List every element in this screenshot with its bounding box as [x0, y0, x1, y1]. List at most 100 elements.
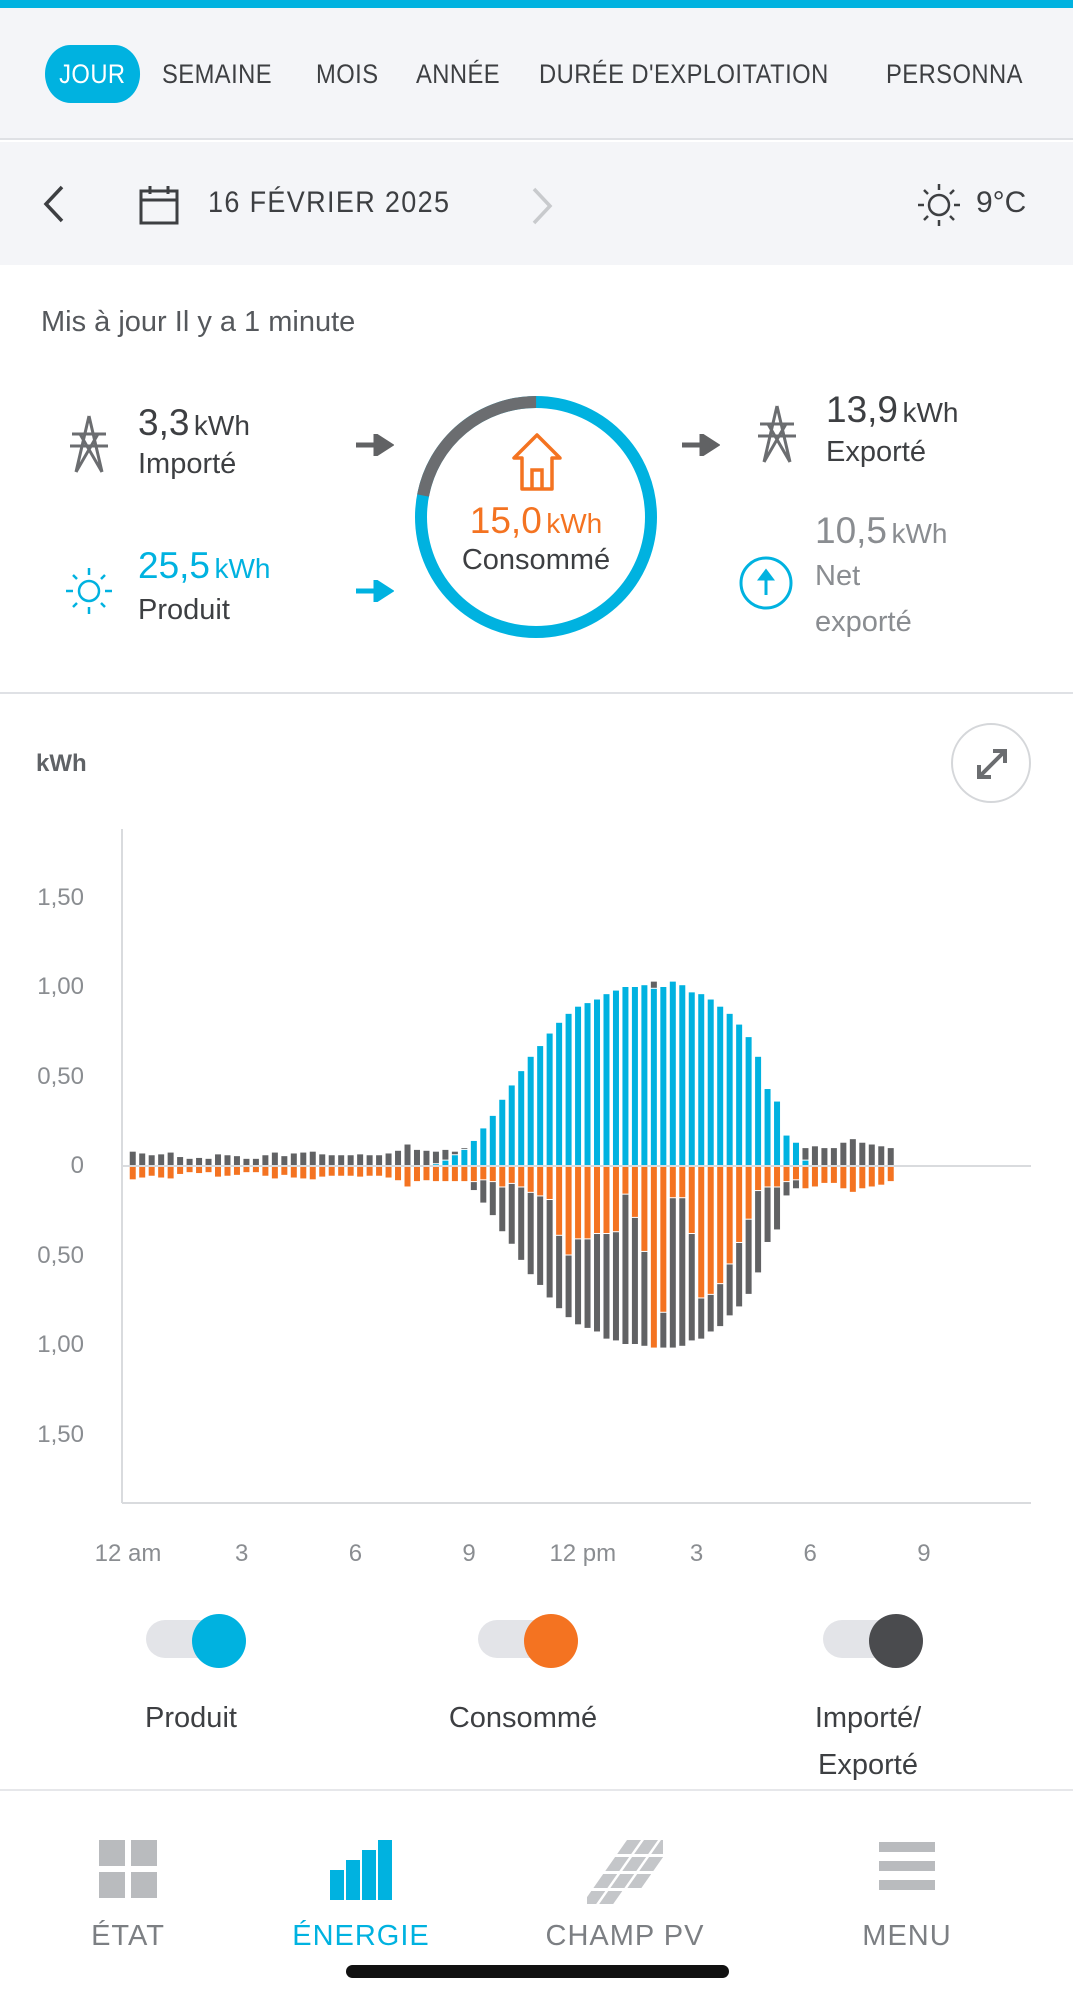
tab-annee[interactable]: ANNÉE	[416, 59, 501, 89]
bar-exporte	[546, 1200, 553, 1298]
x-tick-label: 12 am	[94, 1540, 162, 1567]
bar-consomme	[470, 1166, 477, 1182]
bar-produit	[575, 1006, 582, 1165]
top-accent-bar	[0, 0, 1073, 8]
bar-produit	[764, 1089, 771, 1165]
nav-menu[interactable]: MENU	[773, 1790, 1041, 2000]
menu-icon	[879, 1842, 935, 1890]
bar-produit	[726, 1013, 733, 1165]
bar-importe	[840, 1142, 847, 1165]
ring-imported-arc	[415, 396, 657, 638]
bar-consomme	[186, 1166, 193, 1173]
bar-consomme	[461, 1166, 468, 1182]
bar-importe	[290, 1153, 297, 1165]
bar-importe	[309, 1151, 316, 1165]
bar-exporte	[688, 1234, 695, 1341]
bar-importe	[366, 1155, 373, 1165]
x-tick-label: 12 pm	[549, 1540, 617, 1567]
bar-consomme	[489, 1166, 496, 1182]
bar-consomme	[252, 1166, 259, 1173]
bar-produit	[622, 987, 629, 1165]
period-tabs: JOUR SEMAINE MOIS ANNÉE DURÉE D'EXPLOITA…	[0, 8, 1073, 140]
bar-importe	[243, 1158, 250, 1165]
bar-exporte	[726, 1264, 733, 1316]
bar-chart-icon	[330, 1840, 392, 1900]
legend-exporte: Exporté	[818, 1749, 918, 1781]
bar-consomme	[177, 1166, 184, 1174]
bar-consomme	[736, 1166, 743, 1242]
y-tick-label: 1,50	[37, 1420, 84, 1448]
bar-exporte	[594, 1234, 601, 1332]
bar-exporte	[612, 1232, 619, 1341]
bar-importe	[252, 1158, 259, 1165]
bar-produit	[489, 1115, 496, 1165]
x-tick-label: 6	[348, 1540, 363, 1567]
bar-importe	[849, 1139, 856, 1165]
bar-consomme	[631, 1166, 638, 1217]
bar-importe	[215, 1154, 222, 1165]
chevron-left-icon[interactable]	[40, 184, 68, 224]
bar-produit	[612, 990, 619, 1165]
bar-exporte	[565, 1255, 572, 1318]
calendar-icon[interactable]	[138, 184, 180, 226]
bar-exporte	[508, 1183, 515, 1244]
bar-consomme	[205, 1166, 212, 1173]
bar-produit	[717, 1006, 724, 1165]
net-label-1: Net	[815, 560, 861, 592]
produced-value: 25,5 kWh	[138, 545, 271, 586]
bar-consomme	[575, 1166, 582, 1239]
bar-consomme	[774, 1166, 781, 1187]
bar-importe	[281, 1156, 288, 1165]
expand-button[interactable]	[951, 723, 1031, 803]
bar-exporte	[631, 1217, 638, 1344]
x-tick-label: 9	[462, 1540, 476, 1567]
divider	[0, 1789, 1073, 1791]
y-tick-label: 0,50	[37, 1241, 84, 1269]
selected-date[interactable]: 16 FÉVRIER 2025	[208, 186, 451, 219]
expand-icon	[977, 749, 1007, 779]
temperature: 9°C	[976, 186, 1027, 219]
nav-champ-pv[interactable]: CHAMP PV	[491, 1790, 759, 2000]
bar-consomme	[698, 1166, 705, 1298]
bar-produit	[603, 994, 610, 1165]
bar-consomme	[357, 1166, 364, 1177]
y-tick-label: 1,00	[37, 1331, 84, 1358]
bar-exporte	[774, 1187, 781, 1230]
bar-exporte	[470, 1182, 477, 1191]
bar-consomme	[584, 1166, 591, 1239]
bar-exporte	[660, 1312, 667, 1348]
bar-produit	[650, 988, 657, 1165]
bar-importe	[271, 1152, 278, 1165]
toggle-consomme[interactable]	[478, 1614, 578, 1668]
bar-consomme	[622, 1166, 629, 1194]
tab-personnalise[interactable]: PERSONNA	[886, 59, 1023, 89]
bar-produit	[783, 1135, 790, 1165]
bar-produit	[565, 1013, 572, 1165]
produced-label: Produit	[138, 594, 230, 626]
toggle-importe-exporte[interactable]	[823, 1614, 923, 1668]
bar-consomme	[802, 1166, 809, 1189]
bar-exporte	[537, 1196, 544, 1285]
imported-value: 3,3 kWh	[138, 402, 250, 443]
bar-importe	[404, 1144, 411, 1165]
consumption-ring	[415, 396, 657, 638]
imported-label: Importé	[138, 448, 237, 480]
dashboard-icon	[99, 1840, 157, 1898]
chevron-right-icon[interactable]	[530, 186, 556, 226]
nav-etat[interactable]: ÉTAT	[0, 1790, 262, 2000]
toggle-produit[interactable]	[146, 1614, 246, 1668]
sun-icon	[66, 568, 112, 614]
tab-semaine[interactable]: SEMAINE	[162, 59, 273, 89]
bar-consomme	[679, 1166, 686, 1198]
bar-consomme	[594, 1166, 601, 1234]
bar-exporte	[480, 1180, 487, 1203]
tab-jour[interactable]: JOUR	[45, 45, 140, 103]
bar-consomme	[849, 1166, 856, 1192]
x-tick-label: 6	[803, 1540, 817, 1567]
grid-pylon-icon	[758, 405, 796, 463]
bar-consomme	[366, 1166, 373, 1176]
tab-mois[interactable]: MOIS	[316, 59, 379, 89]
tab-duree-exploitation[interactable]: DURÉE D'EXPLOITATION	[539, 59, 829, 89]
nav-energie[interactable]: ÉNERGIE	[227, 1790, 495, 2000]
bar-consomme	[271, 1166, 278, 1179]
